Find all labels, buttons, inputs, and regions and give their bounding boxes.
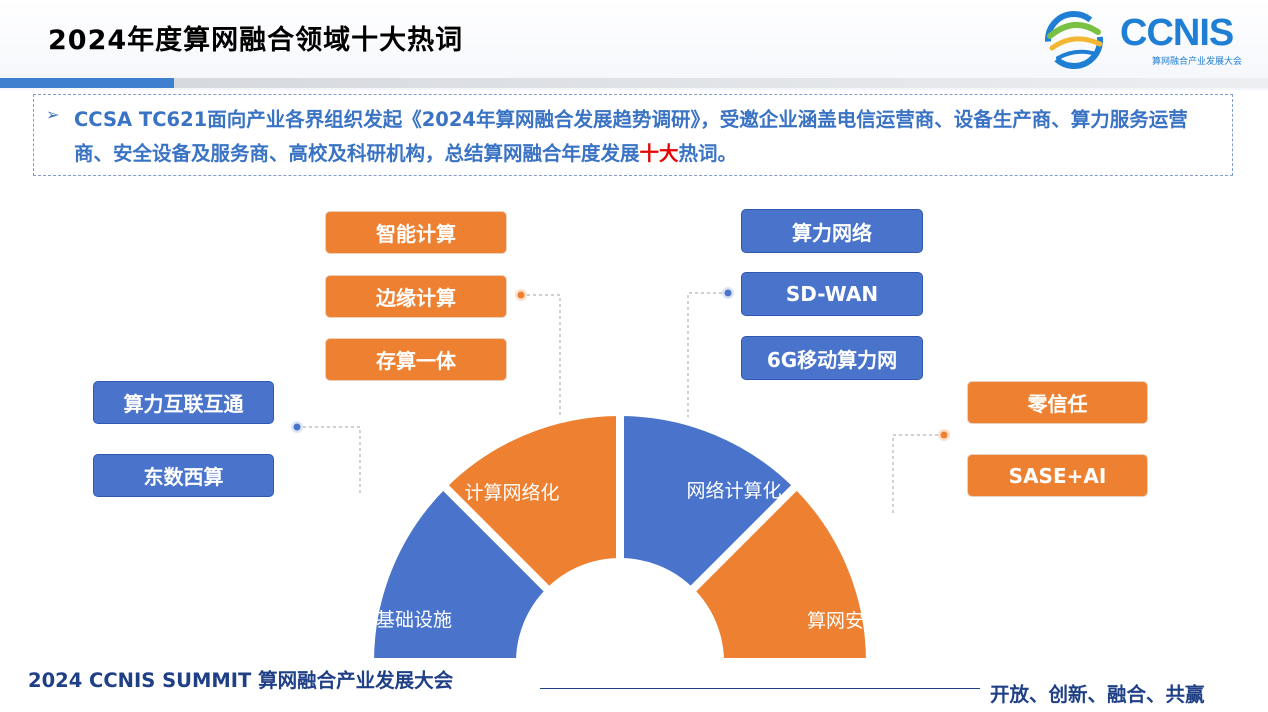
keyword-storage-compute: 存算一体 xyxy=(325,338,507,381)
dot-network-computing-core xyxy=(724,289,732,297)
sector-security xyxy=(685,479,875,666)
footer-event-name: 2024 CCNIS SUMMIT 算网融合产业发展大会 xyxy=(28,669,454,692)
connector-infrastructure xyxy=(297,426,361,495)
intro-prefix: CCSA TC621面向产业各界组织发起《2024年算网融合发展趋势调研》，受邀… xyxy=(74,108,1188,165)
connector-network-computing xyxy=(687,292,728,420)
connector-compute-networking xyxy=(521,294,561,420)
connector-dots xyxy=(291,287,950,441)
connector-security xyxy=(892,434,944,515)
keyword-interconnection: 算力互联互通 xyxy=(93,381,274,424)
sector-network-computing xyxy=(616,407,803,597)
sector-label-security: 算网安全 xyxy=(807,610,883,632)
dot-compute-networking-core xyxy=(517,291,525,299)
intro-suffix: 热词。 xyxy=(678,142,738,165)
intro-text: CCSA TC621面向产业各界组织发起《2024年算网融合发展趋势调研》，受邀… xyxy=(74,103,1214,171)
header-divider-bar xyxy=(174,78,1268,88)
connector-lines xyxy=(297,292,944,515)
keyword-sd-wan: SD-WAN xyxy=(741,272,923,316)
intro-highlight: 十大 xyxy=(639,142,679,165)
keyword-zero-trust: 零信任 xyxy=(967,381,1148,424)
page-title: 2024年度算网融合领域十大热词 xyxy=(48,25,464,56)
sector-label-compute-networking: 计算网络化 xyxy=(464,482,559,504)
logo-subtitle: 算网融合产业发展大会 xyxy=(1152,57,1243,67)
header-accent-bar xyxy=(0,78,174,88)
footer-divider-line xyxy=(540,688,980,689)
keyword-computing-network: 算力网络 xyxy=(741,209,923,253)
sector-infrastructure xyxy=(365,479,555,666)
keyword-east-data-west-compute: 东数西算 xyxy=(93,454,274,497)
keyword-intelligent-computing: 智能计算 xyxy=(325,211,507,254)
keyword-6g-network: 6G移动算力网 xyxy=(741,336,923,380)
keyword-edge-computing: 边缘计算 xyxy=(325,275,507,318)
intro-box: ➢ CCSA TC621面向产业各界组织发起《2024年算网融合发展趋势调研》，… xyxy=(33,94,1233,176)
ccnis-globe-logo-icon xyxy=(1045,11,1103,69)
sector-compute-networking xyxy=(437,407,624,597)
footer-slogan: 开放、创新、融合、共赢 xyxy=(990,683,1205,706)
dot-infrastructure-core xyxy=(293,423,301,431)
logo-wordmark: CCNIS xyxy=(1120,12,1234,54)
sector-label-infrastructure: 算网基础设施 xyxy=(338,609,452,631)
arrow-bullet-icon: ➢ xyxy=(46,105,60,124)
sector-label-network-computing: 网络计算化 xyxy=(686,480,781,502)
keyword-sase-ai: SASE+AI xyxy=(967,454,1148,497)
dot-security-core xyxy=(940,431,948,439)
